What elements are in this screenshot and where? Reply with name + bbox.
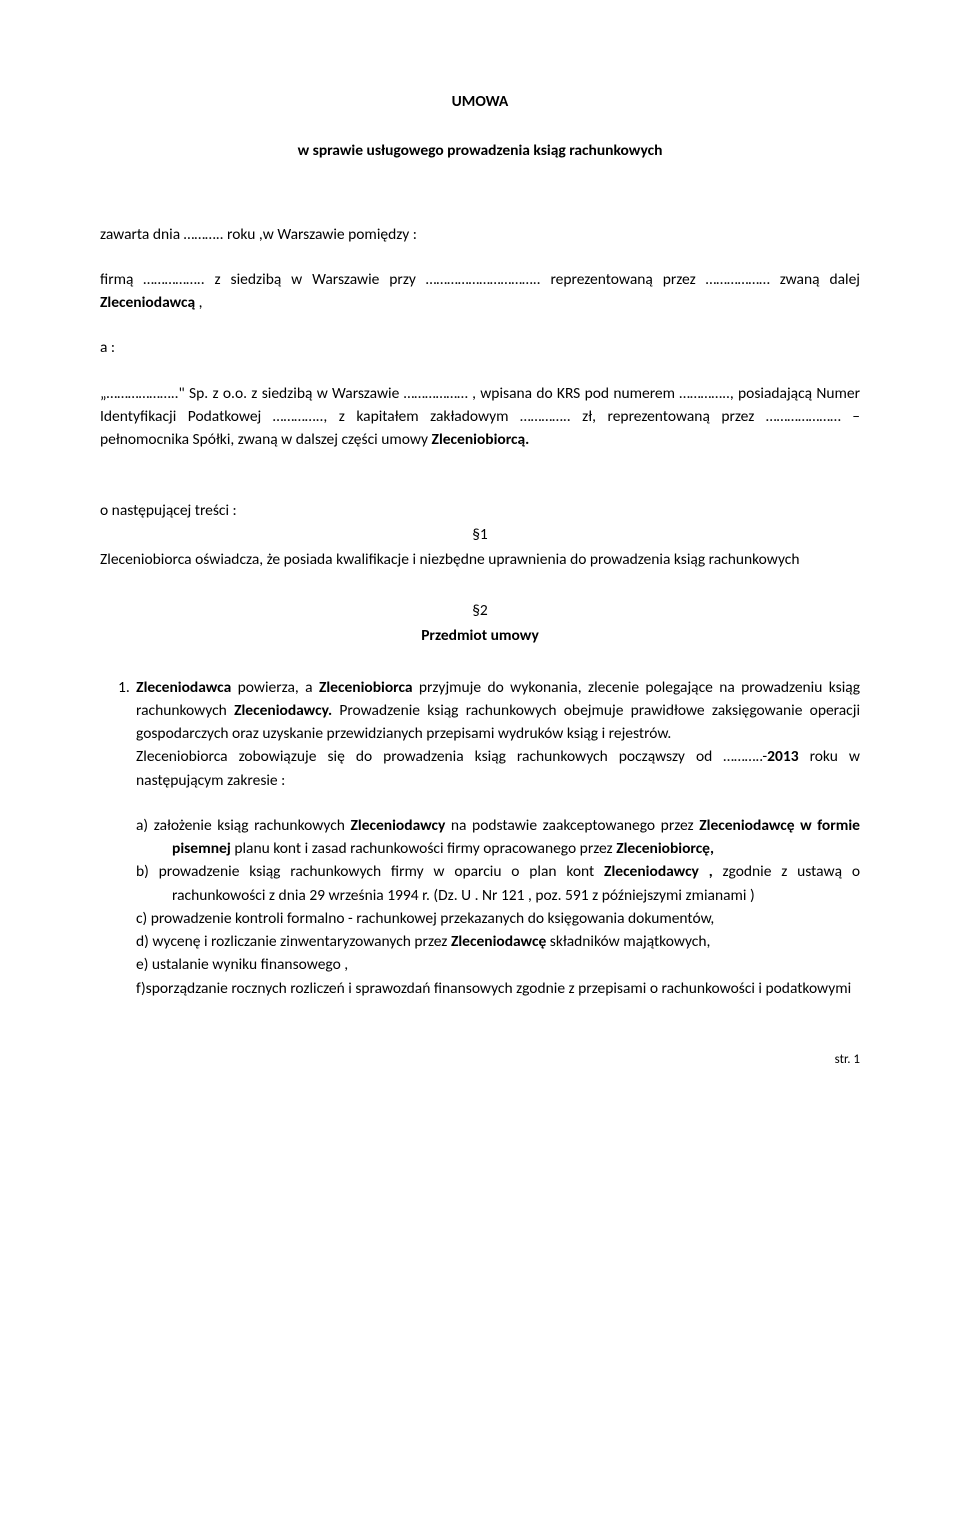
doc-title: UMOWA [100,90,860,113]
text: składników majątkowych, [546,932,710,951]
intro-party-1: firmą …………….. z siedzibą w Warszawie prz… [100,268,860,315]
section-2-title: Przedmiot umowy [100,624,860,647]
term-zleceniodawce: Zleceniodawcę [451,932,546,951]
page-number: str. 1 [100,1050,860,1070]
text: na podstawie zaakceptowanego przez [445,816,699,835]
point-d: d) wycenę i rozliczanie zinwentaryzowany… [100,930,860,953]
intro-line-1: zawarta dnia ……….. roku ,w Warszawie pom… [100,223,860,246]
term-zleceniodawcy: Zleceniodawcy. [234,701,332,720]
section-1-body: Zleceniobiorca oświadcza, że posiada kwa… [100,548,860,571]
a-label: a : [100,336,860,359]
year: 2013 [767,747,798,766]
text: powierza, a [231,678,319,697]
point-a: a) założenie ksiąg rachunkowych Zlecenio… [100,814,860,861]
point-b: b) prowadzenie ksiąg rachunkowych firmy … [100,860,860,907]
text: firmą …………….. z siedzibą w Warszawie prz… [100,270,860,289]
point-e: e) ustalanie wyniku finansowego , [100,953,860,976]
term-zleceniodawca: Zleceniodawca [136,678,231,697]
content-label: o następującej treści : [100,499,860,522]
doc-subtitle: w sprawie usługowego prowadzenia ksiąg r… [100,139,860,162]
text: a) założenie ksiąg rachunkowych [136,816,350,835]
term-zleceniobiorca: Zleceniobiorcą. [432,430,530,449]
section-1-num: §1 [100,523,860,546]
point-1: 1. Zleceniodawca powierza, a Zleceniobio… [100,676,860,792]
text: , [195,293,202,312]
term-zleceniodawcy: Zleceniodawcy , [604,862,713,881]
text: b) prowadzenie ksiąg rachunkowych firmy … [136,862,604,881]
text: planu kont i zasad rachunkowości firmy o… [231,839,616,858]
text: d) wycenę i rozliczanie zinwentaryzowany… [136,932,451,951]
point-f: f)sporządzanie rocznych rozliczeń i spra… [100,977,860,1000]
term-zleceniobiorca: Zleceniobiorca [319,678,413,697]
intro-party-2: „……………….." Sp. z o.o. z siedzibą w Warsz… [100,382,860,452]
text: Zleceniobiorca zobowiązuje się do prowad… [136,747,767,766]
term-zleceniodawca: Zleceniodawcą [100,293,195,312]
text: 1. [118,678,136,697]
term-zleceniodawcy: Zleceniodawcy [350,816,445,835]
section-2-num: §2 [100,599,860,622]
term-zleceniobiorce: Zleceniobiorcę, [616,839,714,858]
point-c: c) prowadzenie kontroli formalno - rachu… [100,907,860,930]
